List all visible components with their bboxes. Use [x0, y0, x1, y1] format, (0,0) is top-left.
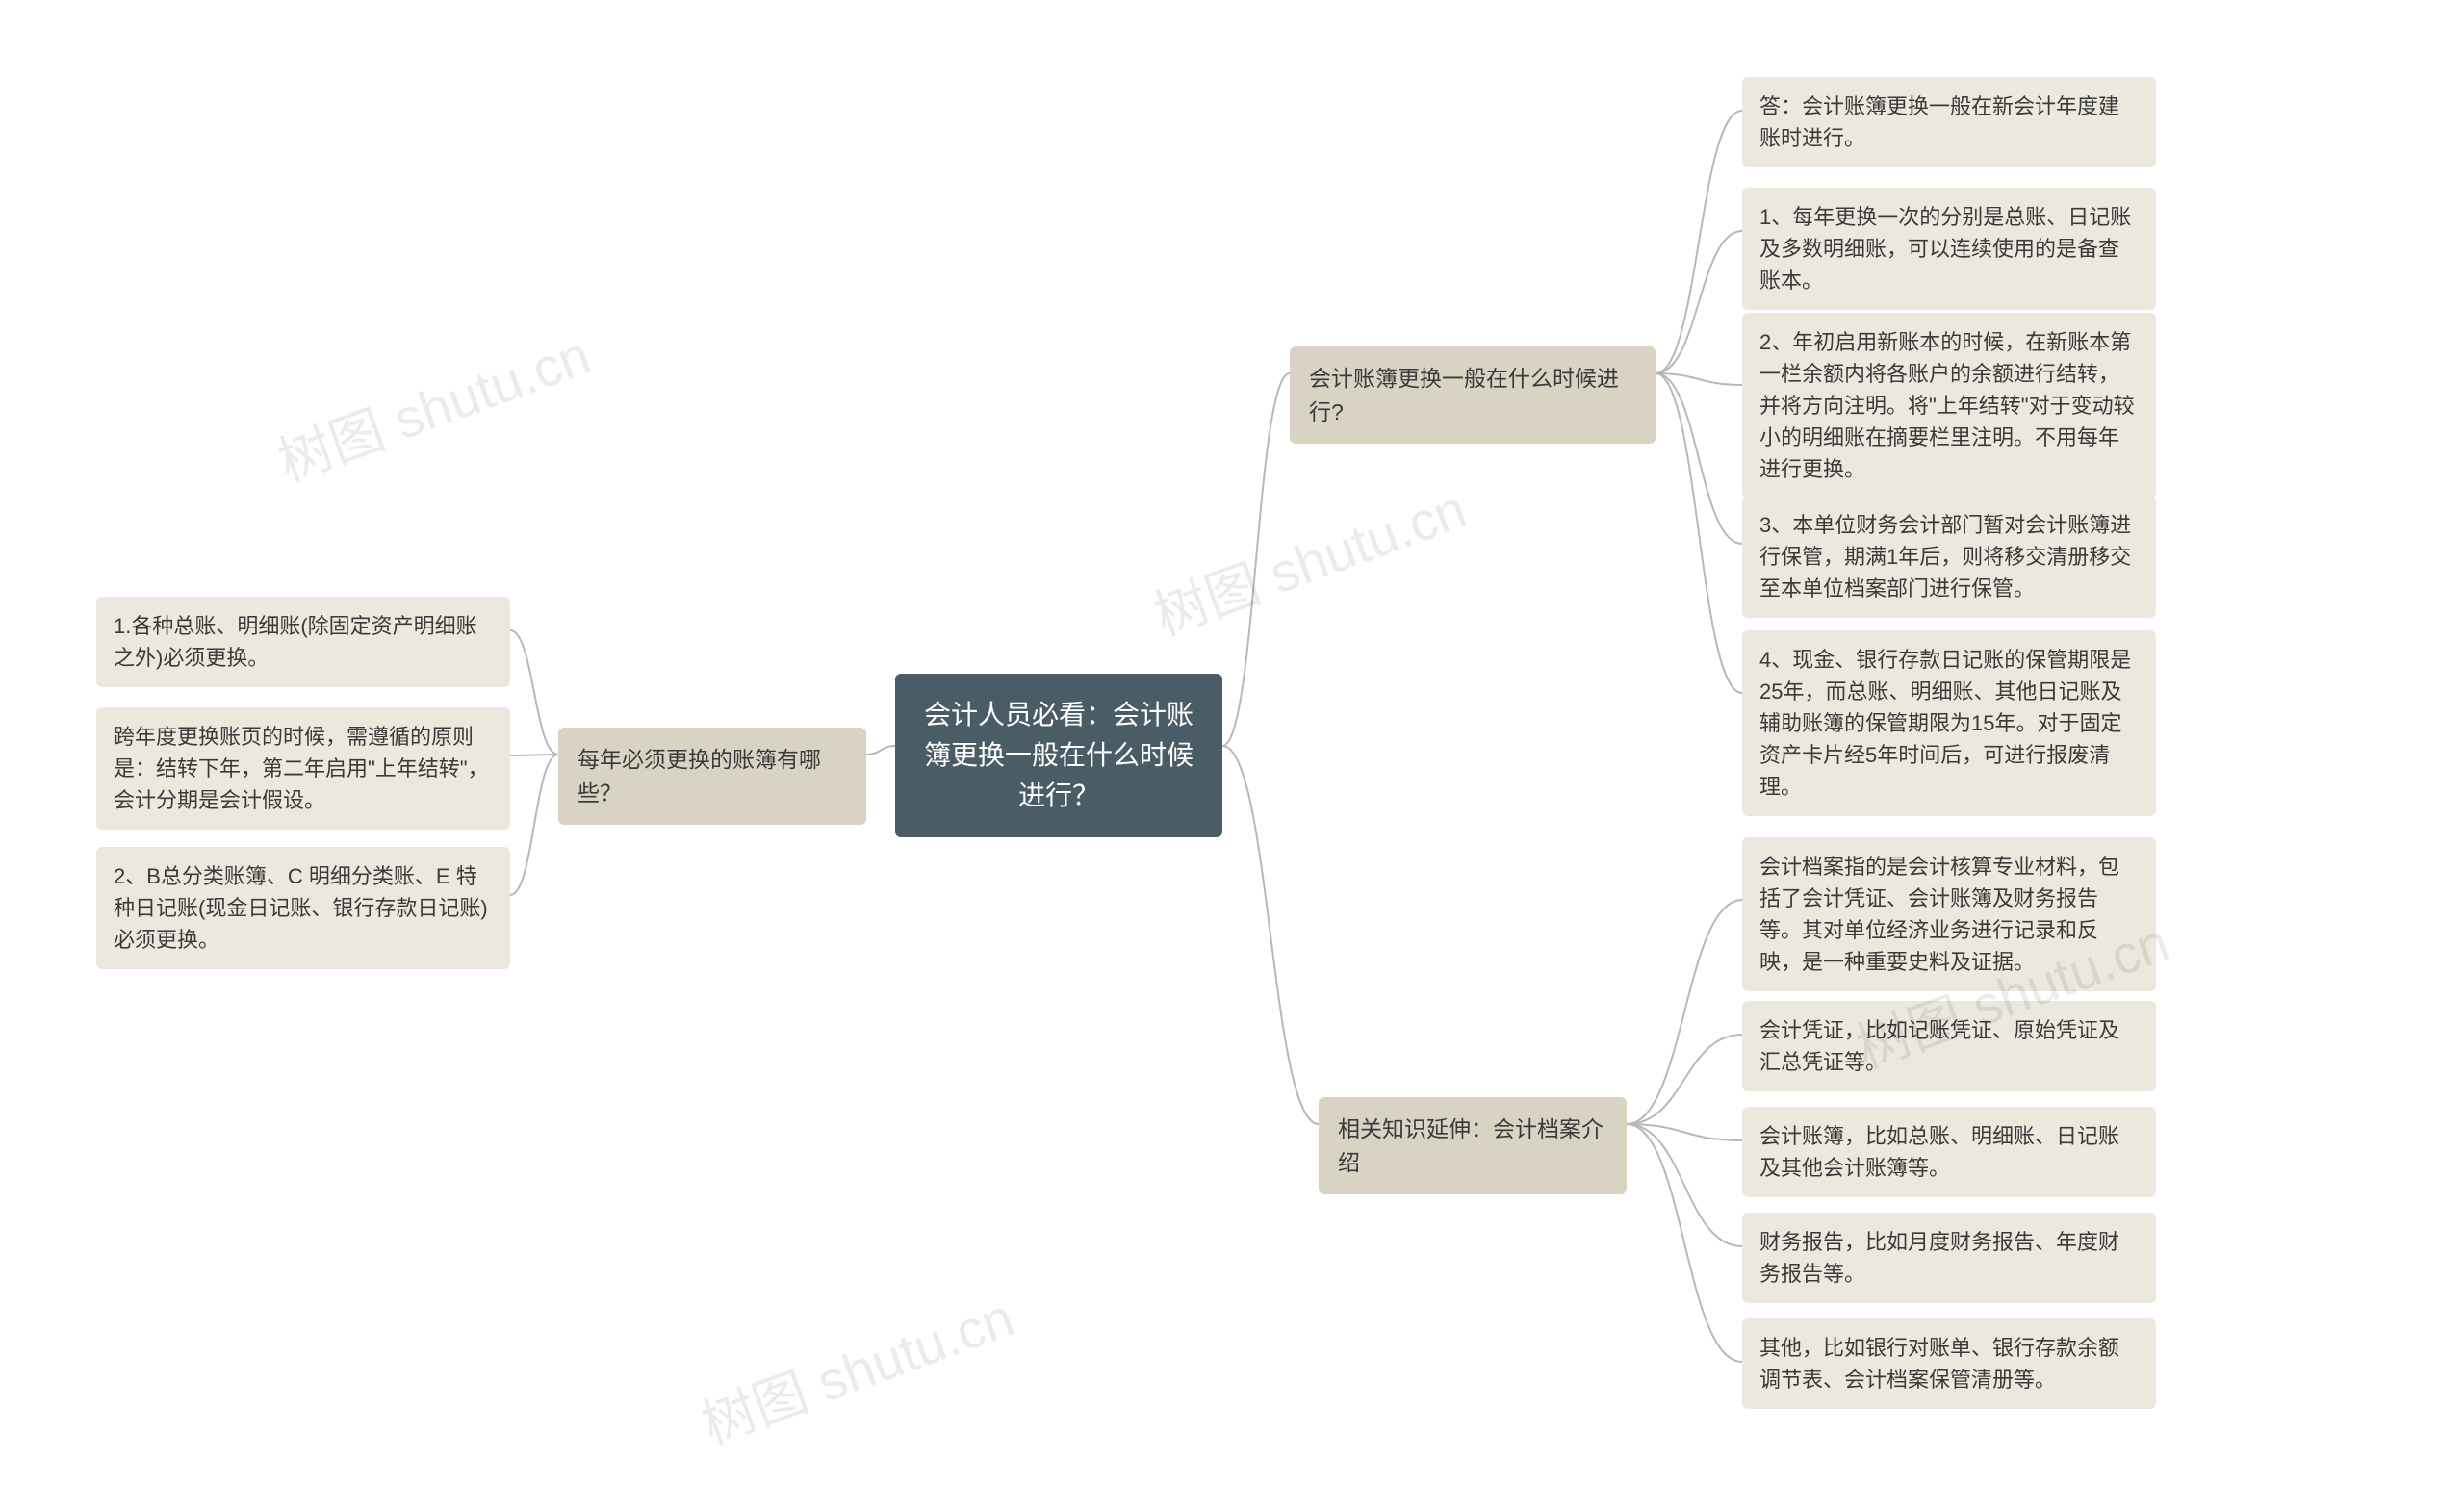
leaf-node-2-1: 会计凭证，比如记账凭证、原始凭证及汇总凭证等。: [1742, 1001, 2156, 1091]
leaf-node-1-0: 答：会计账簿更换一般在新会计年度建账时进行。: [1742, 77, 2156, 167]
leaf-node-0-0: 1.各种总账、明细账(除固定资产明细账之外)必须更换。: [96, 597, 510, 687]
branch-node-0: 每年必须更换的账簿有哪些？: [558, 728, 866, 825]
leaf-node-2-2: 会计账簿，比如总账、明细账、日记账及其他会计账簿等。: [1742, 1107, 2156, 1197]
watermark-0: 树图 shutu.cn: [266, 312, 600, 497]
leaf-node-2-3: 财务报告，比如月度财务报告、年度财务报告等。: [1742, 1213, 2156, 1303]
leaf-node-2-4: 其他，比如银行对账单、银行存款余额调节表、会计档案保管清册等。: [1742, 1318, 2156, 1409]
watermark-1: 树图 shutu.cn: [1142, 466, 1476, 651]
branch-node-2: 相关知识延伸：会计档案介绍: [1319, 1097, 1627, 1194]
leaf-node-2-0: 会计档案指的是会计核算专业材料，包括了会计凭证、会计账簿及财务报告等。其对单位经…: [1742, 837, 2156, 991]
watermark-3: 树图 shutu.cn: [689, 1274, 1023, 1459]
leaf-node-0-2: 2、B总分类账簿、C 明细分类账、E 特种日记账(现金日记账、银行存款日记账)必…: [96, 847, 510, 969]
branch-node-1: 会计账簿更换一般在什么时候进行?: [1290, 346, 1656, 444]
leaf-node-1-4: 4、现金、银行存款日记账的保管期限是25年，而总账、明细账、其他日记账及辅助账簿…: [1742, 630, 2156, 816]
root-node: 会计人员必看：会计账簿更换一般在什么时候进行？: [895, 674, 1222, 837]
leaf-node-1-3: 3、本单位财务会计部门暂对会计账簿进行保管，期满1年后，则将移交清册移交至本单位…: [1742, 496, 2156, 618]
leaf-node-1-1: 1、每年更换一次的分别是总账、日记账及多数明细账，可以连续使用的是备查账本。: [1742, 188, 2156, 310]
leaf-node-1-2: 2、年初启用新账本的时候，在新账本第一栏余额内将各账户的余额进行结转，并将方向注…: [1742, 313, 2156, 499]
leaf-node-0-1: 跨年度更换账页的时候，需遵循的原则是：结转下年，第二年启用"上年结转"，会计分期…: [96, 707, 510, 830]
